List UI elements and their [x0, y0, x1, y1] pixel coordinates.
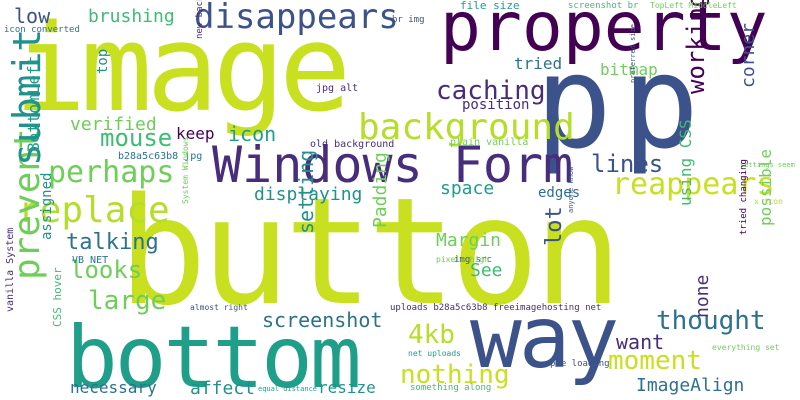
word-low: low	[14, 4, 51, 28]
word-image: image	[14, 0, 351, 139]
word-necessary: necessary	[70, 378, 157, 397]
word-anyone-know: anyone know	[567, 166, 575, 213]
word-perhaps: perhaps	[48, 155, 175, 190]
word-vanilla-system: vanilla System	[5, 227, 16, 312]
word-equal-distance: equal distance	[258, 385, 318, 393]
word-replace: replace	[18, 190, 170, 231]
word-everything-set: everything set	[712, 343, 780, 352]
word-bottomleft: BottomLeft	[24, 55, 43, 152]
word-tried: tried	[514, 54, 563, 73]
word-space: space	[440, 178, 495, 199]
word-none: none	[692, 274, 713, 318]
word-windows-form: Windows Form	[212, 136, 574, 194]
word-talking: talking	[66, 230, 159, 255]
word-css-hover: CSS hover	[51, 267, 64, 327]
word-b28a5c63b8-jpg: b28a5c63b8 jpg	[118, 151, 203, 162]
word-thought: thought	[656, 306, 766, 336]
word-see: See	[470, 260, 503, 281]
word-jpg-alt: jpg alt	[316, 83, 359, 94]
word-pixels-high: pixels high	[436, 255, 489, 264]
word-moment: moment	[608, 346, 702, 376]
word-p-pair: pp	[535, 40, 709, 168]
word-affect: affect	[190, 378, 256, 399]
word-tried-changing: tried changing	[739, 159, 749, 235]
word-nothing: nothing	[400, 360, 510, 390]
word-almost-right: almost right	[190, 303, 248, 312]
word-margin: Margin	[436, 230, 502, 251]
word-padding: Padding	[370, 152, 391, 228]
word-edges: edges	[538, 185, 581, 201]
word-lines: lines	[591, 150, 664, 178]
word-screenshot-br: screenshot br	[568, 1, 639, 11]
word-position: position	[462, 97, 530, 113]
word-vb-net: VB NET	[72, 255, 109, 266]
word-topleft-middleleft: TopLeft MiddleLeft	[650, 1, 737, 10]
word-icon: icon	[228, 122, 277, 146]
word-bottom: bottom	[66, 308, 362, 400]
word-lot: lot	[542, 206, 567, 246]
word-brushing: brushing	[88, 6, 175, 27]
word-screenshot: screenshot	[262, 308, 383, 332]
word-caching: caching	[436, 76, 546, 106]
word-resize: resize	[318, 378, 376, 397]
word-corner: corner	[738, 22, 759, 88]
word-p-2: p	[622, 29, 710, 178]
word-system-windows: System Windows	[181, 136, 190, 204]
word-br-img: br img	[392, 15, 425, 25]
word-mouse: mouse	[100, 124, 173, 152]
word-setting: setting	[294, 149, 318, 234]
word-assigned: assigned	[39, 172, 55, 240]
word-something-along: something along	[410, 383, 492, 393]
word-keep: keep	[176, 124, 215, 143]
word-way: way	[470, 288, 619, 388]
word-property: property	[440, 0, 768, 67]
word-x-icon: x icon	[754, 197, 783, 206]
word-working: working	[682, 0, 710, 94]
word-background: background	[358, 107, 575, 148]
word-preferred-size: preferred size	[629, 23, 637, 83]
word-img-src: img src	[454, 255, 492, 265]
word-uploads-freeimagehosting: uploads b28a5c63b8 freeimagehosting net	[390, 303, 602, 313]
word-large: large	[88, 286, 167, 316]
word-pre-loading: pre loading	[550, 359, 610, 369]
word-4kb: 4kb	[408, 320, 455, 350]
word-old-background: old background	[310, 139, 395, 150]
word-reappears: reappears	[612, 167, 775, 202]
word-top: top	[95, 48, 111, 74]
word-displaying: displaying	[254, 184, 363, 205]
word-settings-seem: settings seem	[740, 161, 795, 169]
word-want: want	[616, 330, 665, 354]
word-imagealign: ImageAlign	[636, 375, 745, 396]
word-plain-vanilla: plain vanilla	[450, 137, 529, 148]
word-disappears: disappears	[194, 0, 399, 37]
word-net-uploads: net uploads	[408, 349, 461, 358]
word-looks: looks	[70, 256, 143, 284]
word-button: button	[118, 166, 623, 338]
word-new-background: new background	[195, 0, 205, 39]
word-using-css: using CSS	[676, 119, 695, 206]
word-verified: verified	[70, 114, 157, 135]
word-p-1: p	[535, 29, 623, 178]
word-bitmap: bitmap	[600, 60, 658, 79]
word-file-size: file size	[460, 0, 520, 12]
word-icon-converted: icon converted	[4, 25, 80, 35]
